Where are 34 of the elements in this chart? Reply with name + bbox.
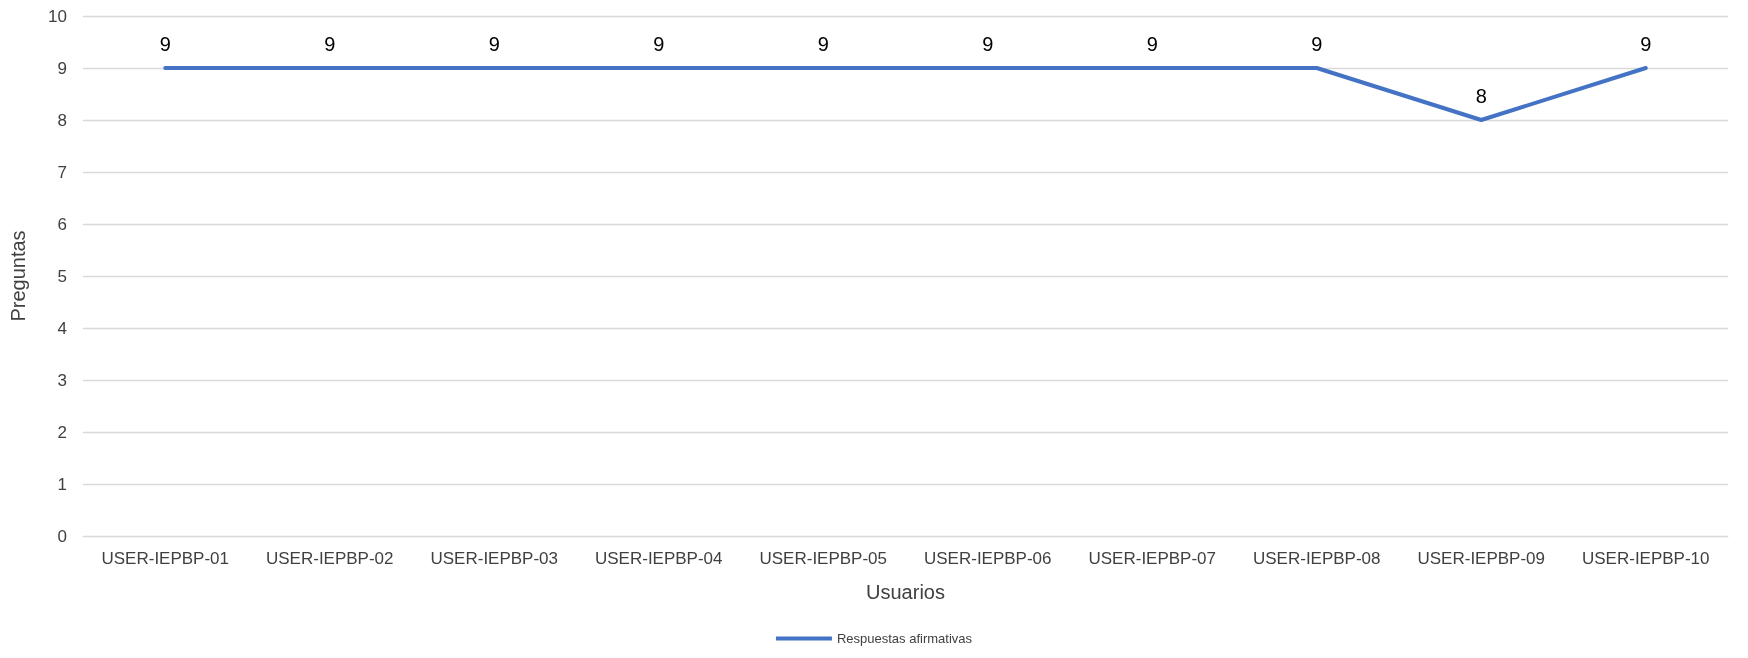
x-tick-label: USER-IEPBP-05 [759, 549, 888, 568]
x-tick-label: USER-IEPBP-06 [923, 549, 1052, 568]
y-tick-label: 1 [57, 474, 67, 494]
y-tick-label: 3 [57, 370, 67, 390]
x-tick-label: USER-IEPBP-07 [1088, 549, 1217, 568]
data-label: 9 [653, 33, 665, 55]
legend-label: Respuestas afirmativas [836, 631, 973, 646]
data-label: 8 [1475, 85, 1487, 107]
y-tick-label: 4 [57, 318, 67, 338]
x-tick-label: USER-IEPBP-08 [1252, 549, 1381, 568]
data-label: 9 [488, 33, 500, 55]
x-tick-label: USER-IEPBP-09 [1417, 549, 1546, 568]
data-label: 9 [1311, 33, 1323, 55]
x-tick-label: USER-IEPBP-04 [594, 549, 723, 568]
data-label: 9 [817, 33, 829, 55]
y-tick-label: 10 [48, 6, 67, 26]
x-tick-label: USER-IEPBP-10 [1581, 549, 1710, 568]
y-tick-label: 9 [57, 58, 67, 78]
data-label: 9 [324, 33, 336, 55]
y-tick-label: 7 [57, 162, 67, 182]
x-tick-label: USER-IEPBP-03 [430, 549, 559, 568]
data-label: 9 [982, 33, 994, 55]
data-label: 9 [1640, 33, 1652, 55]
y-tick-label: 0 [57, 526, 67, 546]
data-label: 9 [159, 33, 171, 55]
y-tick-label: 2 [57, 422, 67, 442]
y-tick-label: 8 [57, 110, 67, 130]
y-tick-label: 6 [57, 214, 67, 234]
x-tick-label: USER-IEPBP-02 [265, 549, 394, 568]
x-tick-label: USER-IEPBP-01 [101, 549, 230, 568]
x-axis-title: Usuarios [866, 581, 945, 603]
y-axis-title: Preguntas [7, 230, 29, 322]
data-label: 9 [1146, 33, 1158, 55]
y-tick-label: 5 [57, 266, 67, 286]
